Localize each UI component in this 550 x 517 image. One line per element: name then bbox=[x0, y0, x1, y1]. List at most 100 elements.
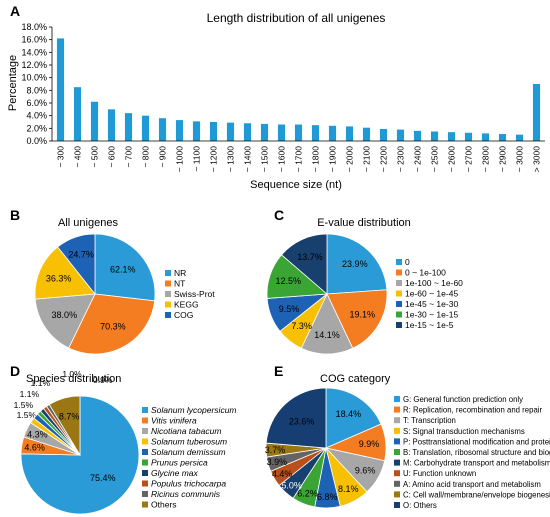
x-tick-label: ~ 800 bbox=[141, 146, 151, 168]
slice-label: 8.1% bbox=[338, 484, 359, 494]
slice-label: 1.0% bbox=[62, 369, 82, 379]
legend-swatch bbox=[394, 396, 400, 402]
x-tick-label: ~ 2000 bbox=[345, 146, 355, 173]
legend-entry: KEGG bbox=[174, 300, 199, 310]
legend-entry: COG bbox=[174, 310, 193, 320]
y-tick-label: 12.0% bbox=[21, 60, 47, 70]
pie-slice bbox=[326, 233, 388, 295]
pie-slice bbox=[34, 246, 96, 300]
y-tick-label: 2.0% bbox=[26, 123, 47, 133]
slice-label: 4.4% bbox=[272, 469, 293, 479]
slice-label: 75.4% bbox=[90, 473, 116, 483]
legend-entry: A: Amino acid transport and metabolism bbox=[403, 480, 541, 489]
slice-label: 6.8% bbox=[317, 492, 338, 502]
legend-swatch bbox=[396, 269, 402, 276]
x-tick-label: ~ 1100 bbox=[192, 146, 202, 172]
bar bbox=[396, 129, 405, 141]
bar bbox=[447, 132, 456, 141]
slice-label: 4.3% bbox=[27, 430, 48, 440]
x-tick-label: ~ 1200 bbox=[209, 146, 219, 173]
legend-swatch bbox=[165, 270, 171, 276]
chart-d-title: Species distribution bbox=[26, 373, 121, 385]
x-tick-label: ~ 500 bbox=[90, 146, 100, 168]
slice-label: 19.1% bbox=[349, 310, 375, 320]
chart-e-legend: G: General function prediction only R: Re… bbox=[394, 395, 550, 510]
slice-label: 23.6% bbox=[289, 417, 315, 427]
bar bbox=[158, 118, 167, 141]
slice-label: 14.1% bbox=[314, 330, 340, 340]
pie-slice bbox=[326, 289, 388, 349]
legend-swatch bbox=[142, 428, 148, 434]
legend-swatch bbox=[394, 459, 400, 466]
legend-entry: 0 bbox=[405, 257, 410, 267]
legend-entry: S: Signal transduction mechanisms bbox=[403, 427, 525, 436]
legend-swatch bbox=[394, 480, 400, 487]
x-tick-label: ~ 1800 bbox=[311, 146, 321, 173]
legend-swatch bbox=[394, 491, 400, 498]
x-tick-label: > 3000 bbox=[532, 146, 542, 173]
y-tick-label: 10.0% bbox=[21, 73, 47, 83]
x-tick-label: ~ 3000 bbox=[515, 146, 525, 173]
legend-entry: Prunus persica bbox=[151, 458, 208, 468]
y-tick-label: 4.0% bbox=[26, 111, 47, 121]
panel-a: A Length distribution of all unigenes Pe… bbox=[7, 3, 545, 191]
panel-e: E COG category 18.4% 9.9% 9.6% 8.1%6.8%6.2%… bbox=[265, 363, 550, 510]
y-tick-label: 0.0% bbox=[26, 136, 47, 146]
y-tick-label: 16.0% bbox=[21, 35, 47, 45]
legend-swatch bbox=[142, 470, 148, 476]
legend-swatch bbox=[396, 280, 402, 286]
legend-entry: Swiss-Prot bbox=[174, 289, 215, 299]
legend-swatch bbox=[142, 438, 148, 445]
x-tick-label: ~ 2700 bbox=[464, 146, 474, 173]
legend-entry: 1e-30 ~ 1e-15 bbox=[405, 310, 458, 320]
legend-swatch bbox=[394, 449, 400, 455]
legend-entry: T: Transcription bbox=[403, 416, 456, 425]
x-tick-label: ~ 2200 bbox=[379, 146, 389, 173]
legend-entry: O: Others bbox=[403, 501, 437, 510]
y-tick-label: 6.0% bbox=[26, 98, 47, 108]
pie-slice bbox=[68, 293, 156, 355]
slice-label: 9.6% bbox=[355, 465, 376, 475]
x-tick-label: ~ 600 bbox=[107, 146, 117, 168]
bar bbox=[294, 124, 303, 141]
legend-swatch bbox=[394, 417, 400, 424]
legend-swatch bbox=[165, 280, 171, 287]
bar bbox=[498, 134, 507, 141]
slice-label: 0.9% bbox=[93, 375, 113, 385]
x-tick-label: ~ 300 bbox=[56, 146, 66, 168]
bar bbox=[379, 128, 388, 141]
x-tick-label: ~ 1600 bbox=[277, 146, 287, 173]
slice-label: 13.7% bbox=[297, 252, 323, 262]
x-tick-label: ~ 900 bbox=[158, 146, 168, 168]
panel-label-d: D bbox=[10, 363, 20, 379]
slice-label: 3.7% bbox=[265, 445, 286, 455]
legend-swatch bbox=[394, 406, 400, 413]
bar bbox=[209, 122, 218, 141]
x-tick-label: ~ 2500 bbox=[430, 146, 440, 173]
panel-label-b: B bbox=[10, 207, 20, 223]
legend-entry: Solanum demissum bbox=[151, 447, 226, 457]
slice-label: 8.7% bbox=[59, 411, 80, 421]
legend-swatch bbox=[394, 438, 400, 445]
legend-entry: Solanum tuberosum bbox=[151, 437, 227, 447]
x-tick-label: ~ 1400 bbox=[243, 146, 253, 173]
bar bbox=[73, 87, 82, 141]
pie-slice bbox=[300, 293, 354, 355]
bar bbox=[464, 132, 473, 141]
legend-swatch bbox=[396, 322, 402, 328]
x-tick-label: ~ 1300 bbox=[226, 146, 236, 173]
chart-e-pie: 18.4% 9.9% 9.6% 8.1%6.8%6.2%5.0% 4.4% 3.9% 3.7… bbox=[265, 387, 387, 509]
slice-label: 18.4% bbox=[336, 409, 362, 419]
x-tick-label: ~ 1000 bbox=[175, 146, 185, 173]
pie-slice bbox=[34, 293, 96, 349]
x-tick-label: ~ 2400 bbox=[413, 146, 423, 173]
legend-entry: B: Translation, ribosomal structure and … bbox=[403, 448, 550, 457]
legend-swatch bbox=[394, 470, 400, 477]
pie-slice bbox=[48, 395, 81, 457]
legend-swatch bbox=[396, 259, 402, 265]
slice-label: 7.3% bbox=[291, 321, 312, 331]
slice-label: 1.1% bbox=[20, 389, 40, 399]
legend-swatch bbox=[142, 459, 148, 466]
chart-c-pie: 23.9% 19.1% 14.1%7.3% 9.5% 12.5% 13.7% bbox=[266, 233, 388, 355]
slice-label: 4.6% bbox=[24, 442, 45, 452]
